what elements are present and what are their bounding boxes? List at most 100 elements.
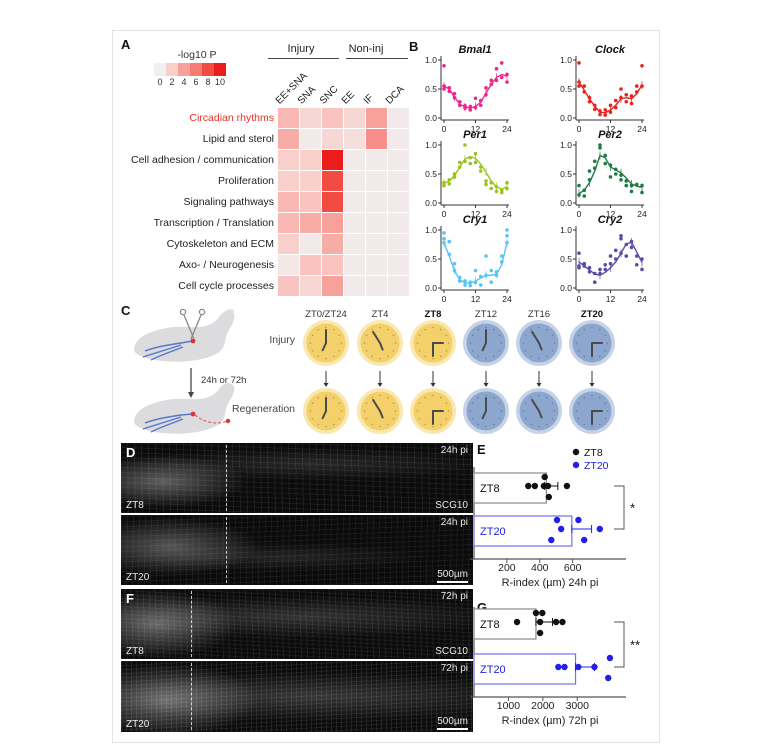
heatmap-cell <box>366 150 387 170</box>
significance-marker: ** <box>630 638 640 653</box>
heatmap-cell <box>366 213 387 233</box>
heatmap-cell <box>388 129 409 149</box>
clock-zt12 <box>463 320 509 366</box>
gene-plot-cry1: Cry1 0.0 0.5 1.0 0 12 24 <box>425 214 512 304</box>
svg-text:Per1: Per1 <box>463 129 487 141</box>
legend-swatch <box>202 63 214 76</box>
heatmap-row-label: Cell cycle processes <box>178 280 274 292</box>
svg-text:0.5: 0.5 <box>425 169 437 179</box>
heatmap-cell <box>366 129 387 149</box>
heatmap-cell <box>300 108 321 128</box>
clock-row-label-injury: Injury <box>269 334 295 346</box>
legend-tick-label: 10 <box>214 77 225 87</box>
heatmap-cell <box>300 255 321 275</box>
micrograph-f-zt20: 72h pi ZT20 500µm <box>121 661 473 732</box>
heatmap-row-label: Cytoskeleton and ECM <box>166 238 274 250</box>
heatmap-cell <box>322 150 343 170</box>
svg-text:R-index (µm) 72h pi: R-index (µm) 72h pi <box>502 715 599 727</box>
svg-text:ZT12: ZT12 <box>475 309 497 320</box>
heatmap-row-label: Proliferation <box>217 175 274 187</box>
svg-text:400: 400 <box>531 562 549 574</box>
svg-text:0.0: 0.0 <box>425 113 437 123</box>
heatmap-cell <box>344 255 365 275</box>
clock-zt4 <box>357 388 403 434</box>
heatmap-row-label: Signaling pathways <box>183 196 274 208</box>
heatmap-legend-values: 0 2 4 6 8 10 <box>154 77 226 87</box>
panel-g-label: G <box>477 600 488 615</box>
svg-text:3000: 3000 <box>566 700 590 712</box>
nerve-lines <box>142 413 193 433</box>
clock-zt16 <box>516 388 562 434</box>
heatmap-cell <box>344 171 365 191</box>
svg-text:1.0: 1.0 <box>560 140 572 150</box>
nerve-lines <box>142 340 193 361</box>
clock-zt16 <box>516 320 562 366</box>
svg-text:0.0: 0.0 <box>425 198 437 208</box>
heatmap-cell <box>388 108 409 128</box>
svg-text:600: 600 <box>564 562 582 574</box>
heatmap-cell <box>300 192 321 212</box>
heatmap-cell <box>322 108 343 128</box>
gene-plot-bmal1: Bmal1 0.0 0.5 1.0 0 12 24 <box>425 44 512 134</box>
svg-text:ZT8: ZT8 <box>584 447 603 459</box>
svg-text:Per2: Per2 <box>598 129 622 141</box>
legend-dot <box>572 448 580 456</box>
data-point <box>536 618 544 626</box>
injury-site-dot <box>190 338 196 344</box>
data-point <box>606 654 614 662</box>
heatmap-legend-swatches <box>154 63 226 76</box>
svg-text:12: 12 <box>606 124 616 134</box>
noninj-underline <box>346 58 408 59</box>
svg-text:1.0: 1.0 <box>560 225 572 235</box>
svg-text:24: 24 <box>637 209 647 219</box>
clock-zt0-zt24 <box>303 320 349 366</box>
clock-zt8 <box>410 388 456 434</box>
marker-label: SCG10 <box>435 646 468 657</box>
data-point <box>555 663 562 671</box>
svg-text:0.5: 0.5 <box>425 84 437 94</box>
heatmap-column-label: IF <box>361 92 376 107</box>
svg-text:1.0: 1.0 <box>425 140 437 150</box>
svg-text:12: 12 <box>471 209 481 219</box>
panel-c-label: C <box>121 303 131 318</box>
scissors-icon <box>179 308 206 340</box>
svg-text:ZT16: ZT16 <box>528 309 550 320</box>
heatmap-cell <box>388 192 409 212</box>
heatmap-cell <box>300 171 321 191</box>
heatmap-cell <box>322 192 343 212</box>
zt-label: ZT8 <box>126 646 144 657</box>
svg-text:12: 12 <box>606 209 616 219</box>
micrograph-d-zt8: D 24h pi ZT8 SCG10 <box>121 443 473 513</box>
svg-text:0: 0 <box>442 294 447 304</box>
data-point <box>557 525 565 533</box>
column-group-noninj: Non-inj <box>348 43 384 55</box>
panel-f-label: F <box>126 591 134 606</box>
legend-swatch <box>154 63 166 76</box>
heatmap-cell <box>300 150 321 170</box>
heatmap-cell <box>388 255 409 275</box>
svg-text:24: 24 <box>637 294 647 304</box>
svg-text:2000: 2000 <box>531 700 555 712</box>
crush-site-dashline <box>226 517 227 583</box>
svg-text:0.0: 0.0 <box>425 283 437 293</box>
data-point <box>532 609 540 617</box>
heatmap-row-label: Circadian rhythms <box>189 112 274 124</box>
heatmap-cell <box>388 171 409 191</box>
heatmap-row-label: Cell adhesion / communication <box>131 154 274 166</box>
svg-text:ZT20: ZT20 <box>584 460 609 472</box>
legend-tick-label: 4 <box>181 77 187 87</box>
svg-text:ZT20: ZT20 <box>480 664 506 676</box>
panel-b-label: B <box>409 39 419 54</box>
svg-text:200: 200 <box>498 562 516 574</box>
panel-d-label: D <box>126 445 136 460</box>
data-point <box>553 516 561 524</box>
heatmap-cell <box>278 255 299 275</box>
micrograph-d-zt20: 24h pi ZT20 500µm <box>121 515 473 585</box>
data-point <box>580 536 588 544</box>
svg-text:ZT8: ZT8 <box>425 309 442 320</box>
data-point <box>548 536 555 544</box>
svg-text:24: 24 <box>502 124 512 134</box>
svg-text:12: 12 <box>606 294 616 304</box>
heatmap-cell <box>388 213 409 233</box>
svg-text:R-index (µm) 24h pi: R-index (µm) 24h pi <box>502 577 599 589</box>
